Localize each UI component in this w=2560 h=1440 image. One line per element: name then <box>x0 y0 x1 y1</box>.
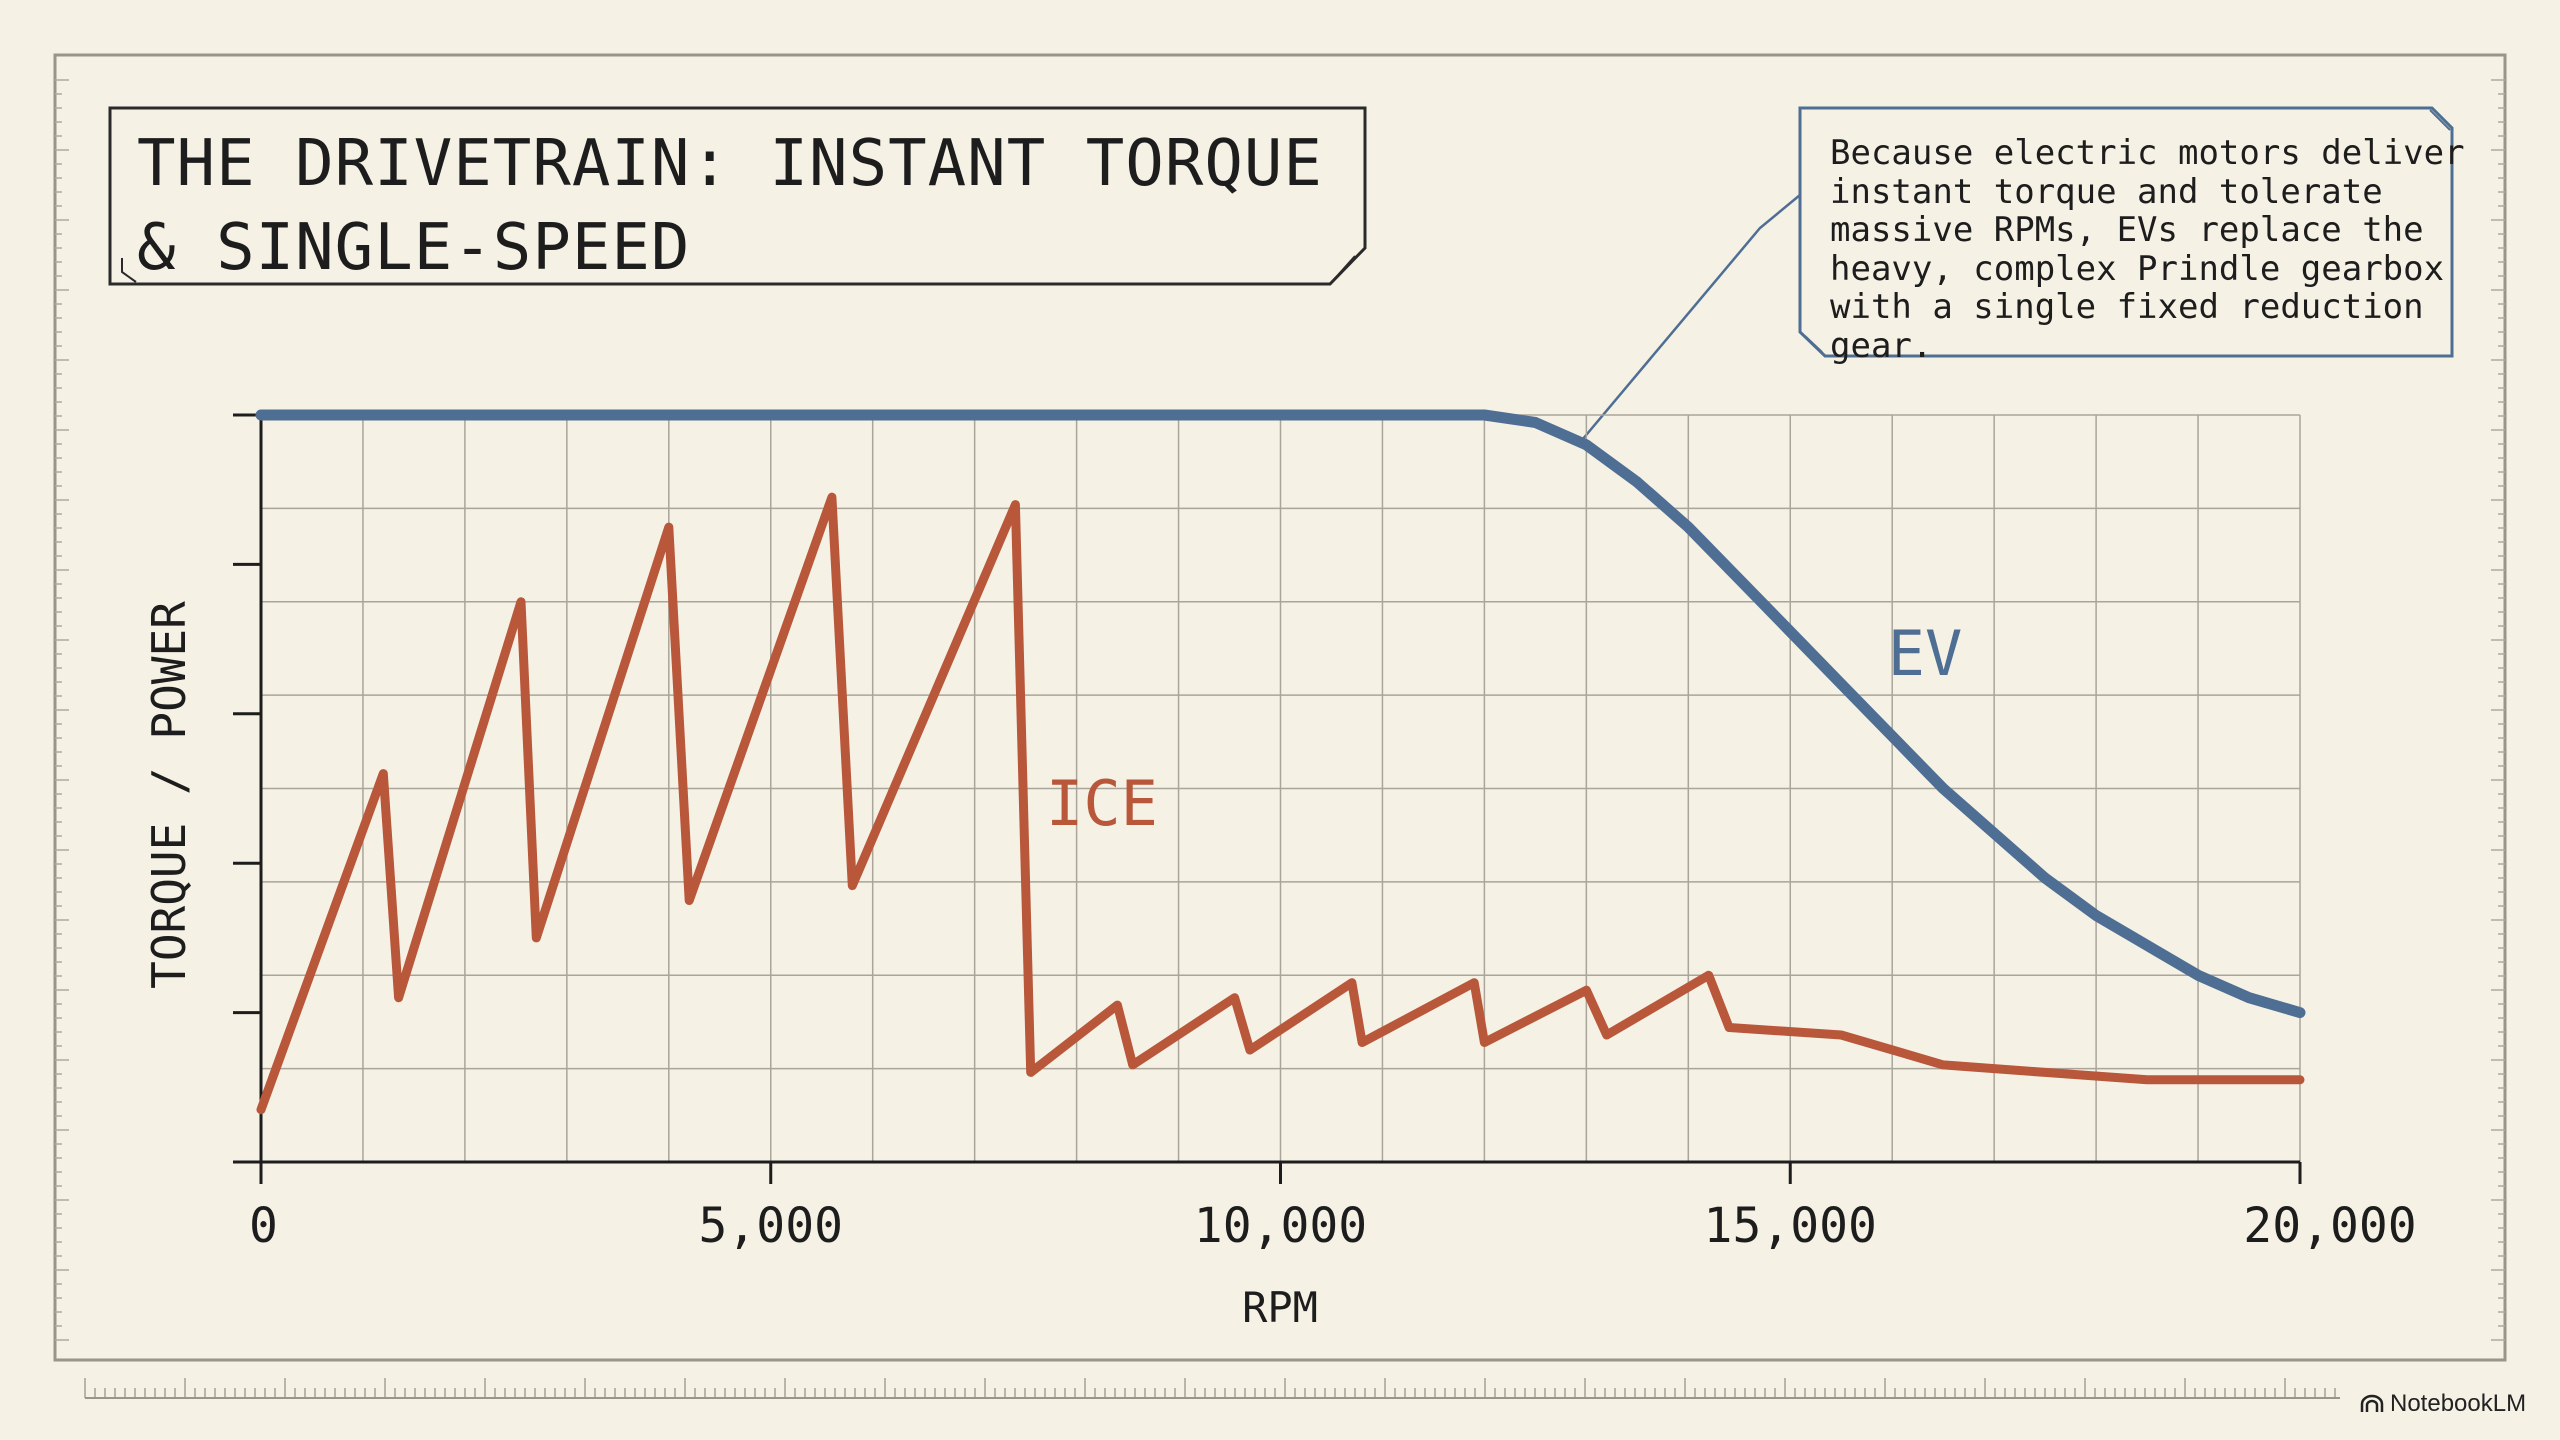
x-tick-labels: 0 5,000 10,000 15,000 20,000 <box>249 1198 2417 1254</box>
x-tick-label: 0 <box>249 1198 278 1254</box>
x-tick-label: 10,000 <box>1194 1198 1367 1254</box>
series-line-ev <box>255 409 2306 1019</box>
y-axis-label: TORQUE / POWER <box>142 601 196 989</box>
title-box-accent <box>121 255 1356 285</box>
callout-box <box>1798 106 2454 358</box>
callout-annotation: Because electric motors deliver instant … <box>1830 133 2465 366</box>
x-tick-label: 15,000 <box>1704 1198 1877 1254</box>
frame-ruler <box>55 79 2505 1341</box>
series-label-ev: EV <box>1888 617 1963 690</box>
series-line-ice <box>256 492 2305 1115</box>
series-label-ice: ICE <box>1046 767 1158 840</box>
brand-text: NotebookLM <box>2390 1390 2527 1417</box>
x-tick-label: 5,000 <box>699 1198 844 1254</box>
callout-leader-line <box>1581 194 1801 441</box>
grid <box>260 414 2301 1163</box>
chart-title: THE DRIVETRAIN: INSTANT TORQUE & SINGLE-… <box>137 127 1363 285</box>
callout-box-accent <box>1804 109 2451 353</box>
x-tick-label: 20,000 <box>2243 1198 2416 1254</box>
x-axis-label: RPM <box>1242 1283 1318 1332</box>
outer-frame <box>53 53 2507 1362</box>
notebooklm-logo-icon <box>2360 1394 2384 1412</box>
bottom-ruler <box>84 1378 2340 1399</box>
series-lines <box>255 409 2306 1115</box>
axes <box>233 410 2302 1184</box>
notebooklm-brand: NotebookLM <box>2360 1390 2526 1418</box>
